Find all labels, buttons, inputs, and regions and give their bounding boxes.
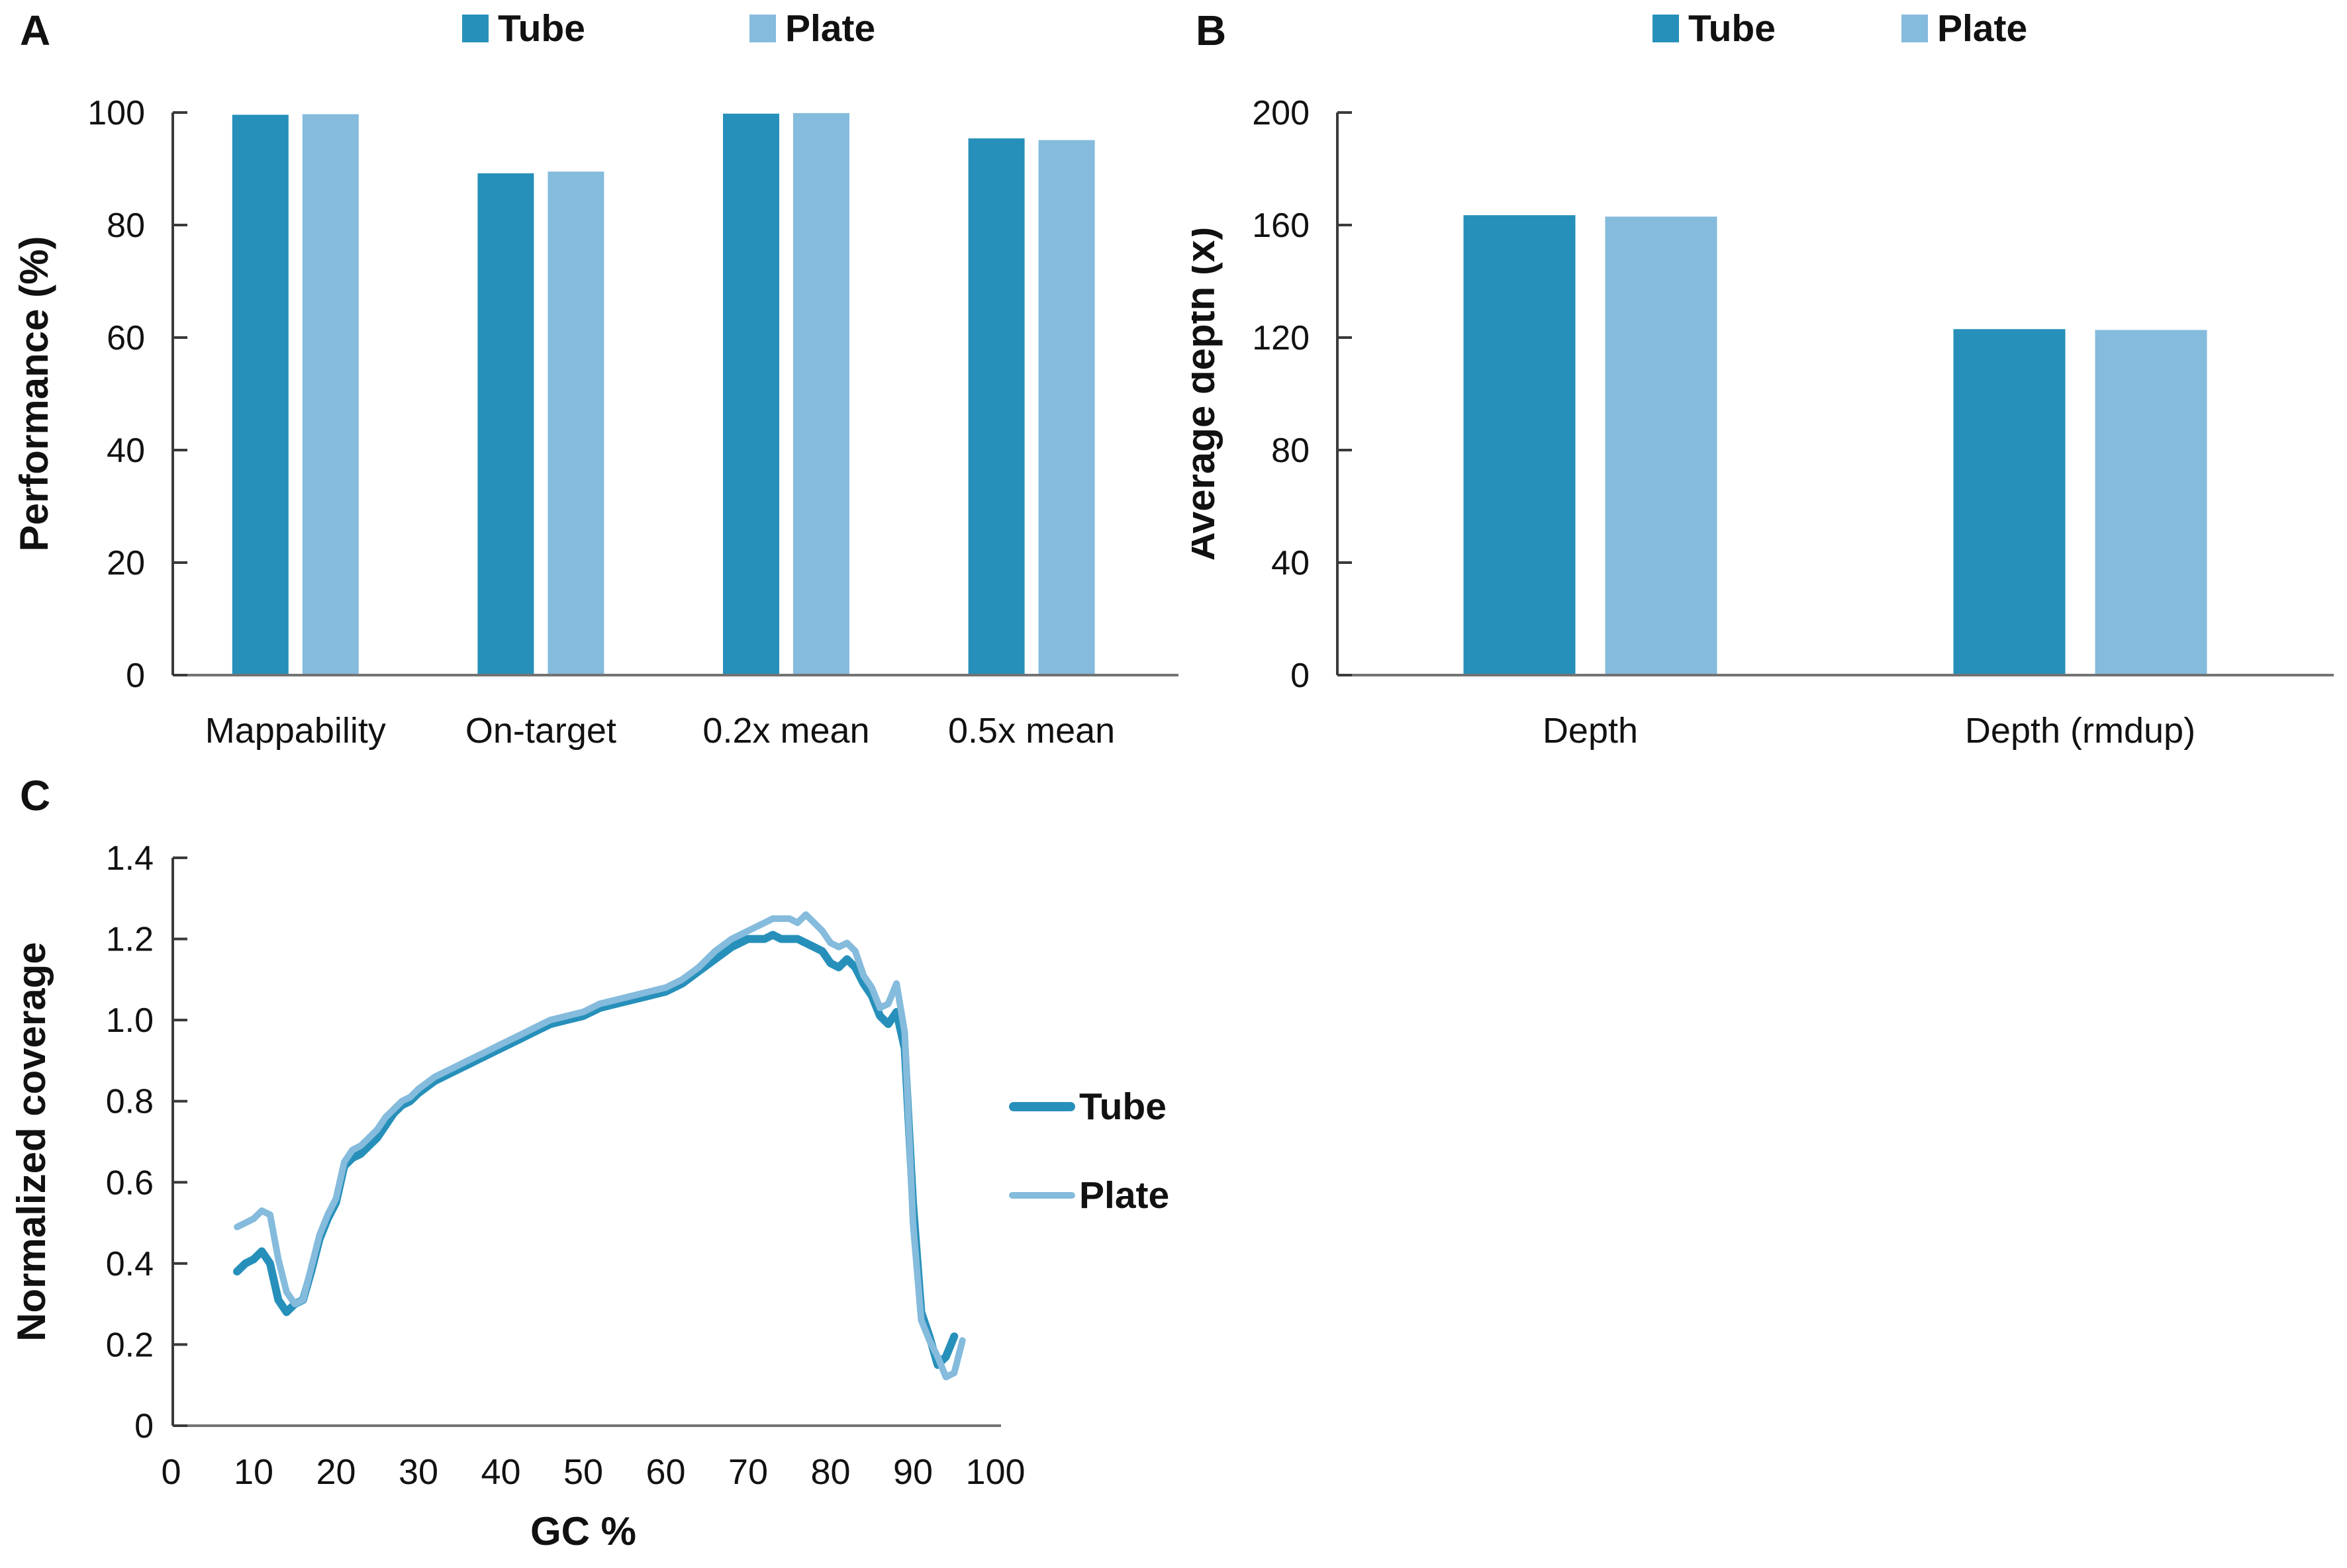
svg-text:60: 60 <box>107 319 145 357</box>
svg-text:80: 80 <box>1271 432 1310 470</box>
svg-text:Depth (rmdup): Depth (rmdup) <box>1965 711 2195 751</box>
svg-text:1.4: 1.4 <box>106 839 154 878</box>
panel-a-label: A <box>20 7 51 54</box>
panel-b-label: B <box>1196 7 1227 54</box>
legend-label-plate: Plate <box>785 7 876 50</box>
svg-text:10: 10 <box>234 1452 273 1492</box>
svg-text:0.4: 0.4 <box>106 1245 154 1283</box>
legend-item-tube: Tube <box>1009 1085 1169 1128</box>
svg-text:70: 70 <box>728 1452 768 1492</box>
svg-text:0.5x mean: 0.5x mean <box>948 711 1115 751</box>
svg-text:0: 0 <box>161 1452 181 1492</box>
tube-color-swatch <box>462 15 489 42</box>
svg-text:40: 40 <box>481 1452 520 1492</box>
svg-text:50: 50 <box>563 1452 603 1492</box>
svg-text:0.6: 0.6 <box>106 1164 154 1202</box>
tube-line-swatch <box>1009 1102 1075 1111</box>
svg-text:30: 30 <box>399 1452 438 1492</box>
svg-text:80: 80 <box>810 1452 850 1492</box>
svg-text:On-target: On-target <box>465 711 616 751</box>
svg-text:0.8: 0.8 <box>106 1083 154 1121</box>
performance-bar-chart: Mappability On-target 0.2x mean 0.5x mean 0 2… <box>12 94 1178 751</box>
panel-c-label: C <box>20 772 51 819</box>
legend-item-tube: Tube <box>1652 8 1776 49</box>
legend-label-tube: Tube <box>498 7 585 50</box>
legend-label-plate: Plate <box>1937 7 2028 50</box>
svg-text:Average depth (x): Average depth (x) <box>1192 227 1223 561</box>
svg-text:Mappability: Mappability <box>205 711 386 751</box>
svg-text:0: 0 <box>126 657 145 695</box>
svg-text:60: 60 <box>646 1452 685 1492</box>
legend-item-tube: Tube <box>462 8 585 49</box>
legend-label-tube: Tube <box>1079 1085 1167 1128</box>
svg-text:0: 0 <box>134 1407 154 1446</box>
panel-c-legend: Tube Plate <box>1009 1085 1169 1217</box>
legend-label-plate: Plate <box>1079 1174 1170 1217</box>
svg-text:100: 100 <box>87 94 145 132</box>
svg-text:200: 200 <box>1252 94 1310 132</box>
legend-item-plate: Plate <box>749 8 875 49</box>
plate-color-swatch <box>749 15 776 42</box>
svg-text:40: 40 <box>1271 544 1310 582</box>
svg-text:0: 0 <box>1290 657 1310 695</box>
svg-text:90: 90 <box>893 1452 933 1492</box>
legend-item-plate: Plate <box>1901 8 2027 49</box>
svg-text:GC %: GC % <box>530 1509 636 1553</box>
svg-text:0.2: 0.2 <box>106 1326 154 1364</box>
svg-text:Normalized coverage: Normalized coverage <box>9 942 54 1342</box>
svg-text:0.2x mean: 0.2x mean <box>702 711 869 751</box>
svg-text:80: 80 <box>107 207 145 245</box>
svg-text:20: 20 <box>107 544 145 582</box>
svg-text:Depth: Depth <box>1543 711 1638 751</box>
svg-text:20: 20 <box>316 1452 356 1492</box>
legend-item-plate: Plate <box>1009 1174 1169 1217</box>
panel-b-legend: Tube Plate <box>1652 8 2027 49</box>
average-depth-bar-chart: Depth Depth (rmdup) 0 40 80 120 160 200 Average … <box>1192 94 2334 751</box>
svg-text:40: 40 <box>107 432 145 470</box>
svg-text:1.0: 1.0 <box>106 1001 154 1040</box>
svg-text:160: 160 <box>1252 207 1310 245</box>
tube-color-swatch <box>1652 15 1679 42</box>
svg-text:Performance (%): Performance (%) <box>12 236 56 552</box>
gc-coverage-line-chart: 0 0.2 0.4 0.6 0.8 1.0 1.2 1.4 0 10 20 30 40 50 60 70 80 9… <box>9 839 1026 1553</box>
svg-text:120: 120 <box>1252 319 1310 357</box>
plate-color-swatch <box>1901 15 1928 42</box>
legend-label-tube: Tube <box>1688 7 1776 50</box>
panel-a-legend: Tube Plate <box>462 8 875 49</box>
svg-text:100: 100 <box>965 1452 1025 1492</box>
plate-line-swatch <box>1009 1192 1075 1199</box>
svg-text:1.2: 1.2 <box>106 921 154 959</box>
